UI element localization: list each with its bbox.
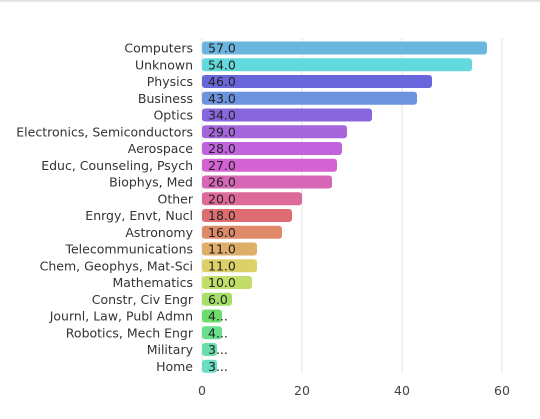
value-label: 34.0 xyxy=(208,108,236,123)
bar xyxy=(202,359,217,373)
category-label: Unknown xyxy=(135,57,193,72)
bar xyxy=(202,242,257,256)
value-label: 18.0 xyxy=(208,208,236,223)
category-label: Business xyxy=(138,91,193,106)
bar xyxy=(202,225,282,239)
value-labels: 57.054.0 46.0 43.0 34.029.0 28.0 27.0 26.020.0… xyxy=(208,41,236,374)
bar xyxy=(202,158,337,172)
value-label: 10.0 xyxy=(208,275,236,290)
bar xyxy=(202,91,417,105)
category-label: Aerospace xyxy=(128,141,194,156)
category-label: Biophys, Med xyxy=(109,175,193,190)
x-tick-label: 60 xyxy=(494,383,510,398)
value-label: 27.0 xyxy=(208,158,236,173)
value-label: 4... xyxy=(208,309,228,324)
value-label: 28.0 xyxy=(208,141,236,156)
value-label: 3... xyxy=(208,342,228,357)
category-label: Enrgy, Envt, Nucl xyxy=(85,208,193,223)
category-label: Computers xyxy=(124,41,193,56)
value-label: 6.0 xyxy=(208,292,228,307)
category-label: Astronomy xyxy=(125,225,193,240)
category-label: Chem, Geophys, Mat-Sci xyxy=(40,258,193,273)
x-tick-label: 40 xyxy=(394,383,410,398)
category-label: Electronics, Semiconductors xyxy=(16,124,193,139)
bar xyxy=(202,259,257,273)
category-label: Constr, Civ Engr xyxy=(92,292,194,307)
value-label: 29.0 xyxy=(208,124,236,139)
value-label: 57.0 xyxy=(208,41,236,56)
value-label: 54.0 xyxy=(208,57,236,72)
bar xyxy=(202,192,302,206)
category-label: Journl, Law, Publ Admn xyxy=(49,309,193,324)
bar xyxy=(202,41,487,55)
bar xyxy=(202,309,222,323)
bar xyxy=(202,292,232,306)
top-border xyxy=(0,0,540,3)
category-label: Mathematics xyxy=(112,275,193,290)
bar xyxy=(202,58,472,72)
category-label: Telecommunications xyxy=(64,242,193,257)
value-label: 46.0 xyxy=(208,74,236,89)
value-label: 11.0 xyxy=(208,242,236,257)
bar xyxy=(202,75,432,88)
value-label: 16.0 xyxy=(208,225,236,240)
category-label: Home xyxy=(156,359,193,374)
grid-lines xyxy=(201,38,503,373)
x-tick-label: 20 xyxy=(294,383,310,398)
category-label: Military xyxy=(147,342,194,357)
value-label: 20.0 xyxy=(208,191,236,206)
bar xyxy=(202,142,342,155)
x-tick-label: 0 xyxy=(198,383,206,398)
value-label: 3... xyxy=(208,359,228,374)
value-label: 11.0 xyxy=(208,258,236,273)
bar xyxy=(202,276,252,289)
x-axis-ticks: 0 20 40 60 xyxy=(198,383,510,398)
bar xyxy=(202,209,292,222)
bars xyxy=(202,41,487,373)
category-label: Educ, Counseling, Psych xyxy=(41,158,193,173)
bar xyxy=(202,326,222,340)
bar xyxy=(202,175,332,189)
value-label: 4... xyxy=(208,325,228,340)
category-label: Optics xyxy=(153,108,193,123)
bar xyxy=(202,108,372,122)
value-label: 26.0 xyxy=(208,175,236,190)
value-label: 43.0 xyxy=(208,91,236,106)
bar xyxy=(202,125,347,139)
bar xyxy=(202,343,217,356)
category-label: Other xyxy=(158,191,194,206)
category-label: Physics xyxy=(147,74,193,89)
category-label: Robotics, Mech Engr xyxy=(66,325,194,340)
